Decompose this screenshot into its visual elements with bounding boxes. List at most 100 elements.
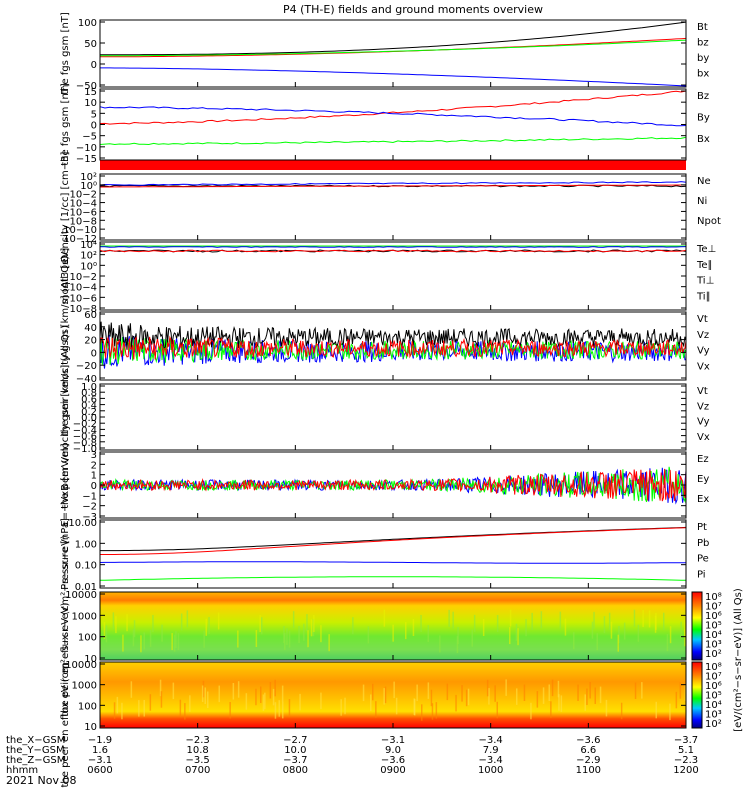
spectrogram-texture [599,686,602,704]
series-line-by [100,39,687,57]
spectrogram-texture [427,625,429,643]
spectrogram-texture [122,634,124,652]
series-line-Te-perp [99,249,687,253]
panel-6: 1.00.80.60.40.20.0−0.2−0.4−0.6−0.8−1.0th… [60,325,710,509]
x-axis-value: 6.6 [580,745,596,756]
spectrogram-texture [218,685,220,703]
spectrogram-texture [320,625,322,643]
y-tick-label: −2 [82,502,97,513]
colorbar: 10⁸10⁷10⁶10⁵10⁴10³10²10⁸10⁷10⁶10⁵10⁴10³1… [691,588,744,732]
y-tick-label: 10−2 [70,190,97,201]
spectrogram-texture [384,686,387,704]
colorbar-tick: 10² [705,719,722,730]
spectrogram-texture [448,609,450,627]
colorbar-top [691,591,703,661]
x-axis-value: 5.1 [678,745,694,756]
spectrogram-texture [173,634,176,652]
y-tick-label: 1000 [72,681,97,692]
spectrogram-texture [202,680,205,698]
x-axis-value: −3.7 [674,735,698,746]
spectrogram-texture [352,617,354,635]
colorbar-tick: 10⁷ [705,602,722,613]
spectrogram-texture [370,694,372,711]
spectrogram-texture [620,702,623,720]
spectrogram-texture [260,686,262,703]
legend-entry-Vx: Vx [697,432,710,443]
spectrogram-texture [559,611,562,629]
spectrogram-texture [414,698,416,716]
spectrogram-texture [680,621,682,639]
spectrogram-texture [427,682,430,699]
spectrogram-texture [593,611,595,629]
spectrogram-texture [540,611,543,629]
panel-3: 10²10⁰10−210−410−610−810−1010−12Density … [60,152,721,263]
spectrogram-texture [203,630,205,648]
spectrogram-texture [172,682,175,700]
y-tick-label: 50 [84,39,97,50]
spectrogram-texture [420,615,422,632]
colorbar-tick: 10² [705,649,722,660]
y-tick-label: 1000 [72,611,97,622]
y-tick-label: 2 [91,460,97,471]
legend-entry-Bz: Bz [697,91,709,102]
legend-entry-Pb: Pb [697,538,709,549]
series-line-Bx [99,106,687,127]
y-tick-label: 10−6 [70,293,97,304]
x-axis-value: −3.7 [283,755,307,766]
x-axis-value: −3.4 [479,755,503,766]
spectrogram-texture [105,625,108,643]
spectrogram-texture [229,702,231,719]
spectrogram-texture [530,702,532,720]
spectrogram-texture [494,685,496,702]
x-axis-value: −3.6 [381,755,405,766]
spectrogram-texture [372,683,374,701]
spectrogram-texture [471,629,473,647]
spectrogram-texture [634,682,637,699]
y-axis-label: E=−VxB [mV/m] [60,443,71,526]
legend-entry-Vy: Vy [697,417,710,428]
spectrogram-texture [603,616,606,634]
legend-entry-Bt: Bt [697,22,708,33]
spectrogram-texture [259,615,261,632]
legend-entry-Pe: Pe [697,554,709,565]
spectrogram-texture [180,613,183,631]
spectrogram-texture [283,626,285,644]
series-line-Vt [99,321,687,351]
spectrogram-texture [286,628,288,646]
spectrogram-texture [237,681,240,698]
spectrogram-texture [467,688,470,706]
series-line-Bt [100,21,687,56]
x-axis-row-label: the_Y−GSM [6,745,65,756]
spectrogram-texture [217,612,220,630]
legend-entry-Vz: Vz [697,330,709,341]
y-axis-label: Density [1/cc] [cm−3] [60,152,71,263]
y-tick-label: −20 [76,361,97,372]
spectrogram-texture [340,699,342,716]
legend-entry-Ex: Ex [697,494,709,505]
y-tick-label: 10−4 [70,199,97,210]
spectrogram-texture [306,614,308,632]
spectrogram-texture [393,681,395,699]
x-axis-value: 0700 [185,765,210,776]
spectrogram-texture [584,694,586,711]
spectrogram-texture [204,687,206,704]
x-axis-value: 1100 [576,765,601,776]
y-tick-label: 0 [91,60,97,71]
legend-entry-Vt: Vt [697,314,708,325]
spectrogram-texture [201,685,204,702]
x-axis-value: −2.9 [576,755,600,766]
spectrogram-texture [179,699,182,717]
spectrogram-texture [208,617,210,635]
spectrogram-texture [457,627,459,644]
spectrogram-texture [344,697,346,715]
y-tick-label: 1 [91,471,97,482]
colorbar-tick: 10⁸ [705,592,722,603]
x-axis-value: 1.6 [92,745,108,756]
series-line-Pb [100,527,687,555]
x-axis-value: −1.9 [88,735,112,746]
y-tick-label: −50 [76,81,97,92]
x-axis-value: −3.6 [576,735,600,746]
y-tick-label: 20 [84,336,97,347]
